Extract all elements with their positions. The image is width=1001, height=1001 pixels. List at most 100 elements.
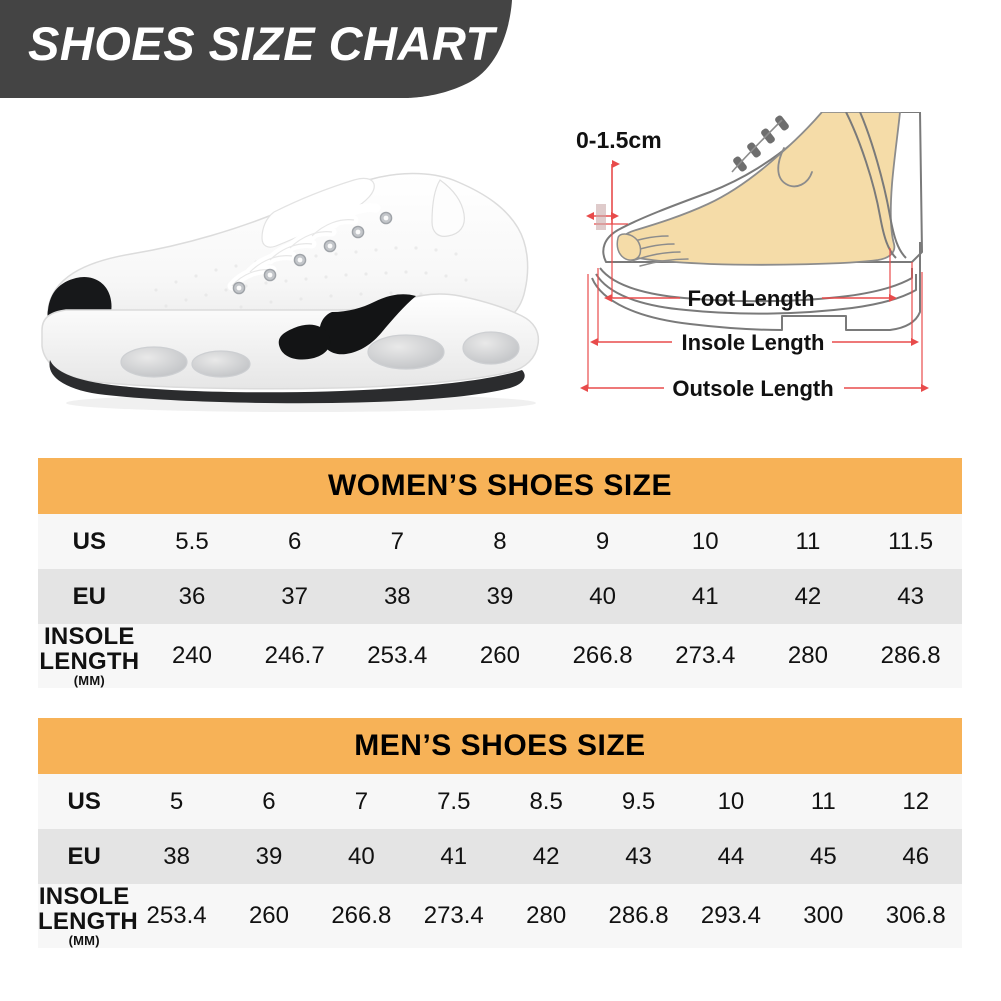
row-header-insole-text: INSOLE LENGTH bbox=[38, 883, 138, 936]
outsole bbox=[49, 360, 525, 404]
cell-eu-3: 41 bbox=[407, 829, 500, 884]
toe-gap-label: 0-1.5cm bbox=[576, 127, 662, 153]
row-header-insole-text: INSOLE LENGTH bbox=[39, 623, 140, 676]
cell-us-5: 9.5 bbox=[592, 774, 685, 829]
header-banner-shape bbox=[0, 0, 512, 99]
womens-size-table: WOMEN’S SHOES SIZE US 5.5 6 7 8 9 10 11 … bbox=[38, 458, 962, 689]
lace-eyelets bbox=[232, 211, 393, 295]
mens-table-title: MEN’S SHOES SIZE bbox=[38, 718, 962, 774]
foot-measurement-svg: 0-1.5cm Foot Length Insole Length Outsol… bbox=[576, 111, 929, 401]
foot-length-label: Foot Length bbox=[687, 286, 814, 311]
cell-insole-7: 286.8 bbox=[859, 624, 962, 689]
mens-size-table: MEN’S SHOES SIZE US 5 6 7 7.5 8.5 9.5 10… bbox=[38, 718, 962, 949]
outsole-length-label: Outsole Length bbox=[672, 376, 833, 401]
outsole-outline bbox=[591, 277, 921, 331]
row-header-us: US bbox=[38, 774, 131, 829]
cell-us-1: 6 bbox=[222, 774, 316, 829]
cell-insole-0: 253.4 bbox=[130, 884, 223, 949]
row-header-eu: EU bbox=[38, 829, 131, 884]
cell-eu-7: 43 bbox=[859, 569, 962, 624]
measurement-diagram: 0-1.5cm Foot Length Insole Length Outsol… bbox=[560, 111, 1001, 422]
cell-insole-8: 306.8 bbox=[869, 884, 962, 949]
cell-eu-0: 38 bbox=[130, 829, 223, 884]
cell-insole-0: 240 bbox=[140, 624, 244, 689]
cell-eu-6: 42 bbox=[756, 569, 860, 624]
cell-us-7: 11.5 bbox=[859, 514, 962, 569]
cell-us-6: 10 bbox=[684, 774, 778, 829]
insole-length-label: Insole Length bbox=[682, 330, 825, 355]
shoe-photo bbox=[36, 150, 556, 440]
cell-us-5: 10 bbox=[653, 514, 757, 569]
shoe-collar-line-2 bbox=[859, 111, 907, 259]
air-bubble-1 bbox=[120, 346, 188, 378]
table-row: EU 38 39 40 41 42 43 44 45 46 bbox=[38, 829, 962, 884]
cell-us-4: 8.5 bbox=[499, 774, 593, 829]
cell-us-0: 5 bbox=[130, 774, 223, 829]
table-row: US 5.5 6 7 8 9 10 11 11.5 bbox=[38, 514, 962, 569]
cell-insole-2: 253.4 bbox=[345, 624, 449, 689]
cell-us-6: 11 bbox=[756, 514, 860, 569]
womens-table-title: WOMEN’S SHOES SIZE bbox=[38, 458, 962, 514]
heel-collar bbox=[431, 179, 465, 237]
mens-table-title-row: MEN’S SHOES SIZE bbox=[38, 718, 962, 774]
shoe-laces-shading bbox=[231, 219, 355, 287]
row-header-insole: INSOLE LENGTH (MM) bbox=[38, 884, 138, 949]
table-row: US 5 6 7 7.5 8.5 9.5 10 11 12 bbox=[38, 774, 962, 829]
cell-eu-4: 42 bbox=[499, 829, 593, 884]
shoe-collar-line bbox=[845, 111, 897, 259]
row-header-insole-unit: (MM) bbox=[73, 673, 105, 689]
cell-eu-5: 43 bbox=[592, 829, 685, 884]
cell-eu-2: 40 bbox=[315, 829, 408, 884]
cell-us-7: 11 bbox=[777, 774, 870, 829]
womens-table-title-row: WOMEN’S SHOES SIZE bbox=[38, 458, 962, 514]
row-header-us: US bbox=[38, 514, 141, 569]
cell-eu-1: 39 bbox=[222, 829, 316, 884]
cell-insole-6: 293.4 bbox=[684, 884, 778, 949]
cell-eu-6: 44 bbox=[684, 829, 778, 884]
cell-eu-7: 45 bbox=[777, 829, 870, 884]
cell-insole-7: 300 bbox=[777, 884, 870, 949]
page-title: SHOES SIZE CHART bbox=[28, 17, 495, 70]
header-banner: SHOES SIZE CHART bbox=[0, 0, 1001, 112]
midsole-accent bbox=[319, 294, 416, 355]
air-bubble-3 bbox=[367, 334, 445, 370]
cell-us-3: 7.5 bbox=[407, 774, 500, 829]
cell-eu-1: 37 bbox=[243, 569, 346, 624]
table-row: INSOLE LENGTH (MM) 240 246.7 253.4 260 2… bbox=[38, 623, 962, 689]
cell-insole-5: 273.4 bbox=[653, 624, 757, 689]
big-toe bbox=[616, 233, 642, 261]
row-header-insole: INSOLE LENGTH (MM) bbox=[38, 623, 141, 689]
cell-insole-4: 266.8 bbox=[551, 624, 654, 689]
cell-us-3: 8 bbox=[448, 514, 552, 569]
table-row: EU 36 37 38 39 40 41 42 43 bbox=[38, 569, 962, 624]
foot-shape bbox=[617, 111, 901, 266]
cell-eu-8: 46 bbox=[869, 829, 962, 884]
cell-eu-3: 39 bbox=[448, 569, 552, 624]
cell-eu-0: 36 bbox=[140, 569, 244, 624]
lace-guide-line bbox=[731, 119, 783, 173]
cell-insole-6: 280 bbox=[756, 624, 860, 689]
cell-insole-5: 286.8 bbox=[592, 884, 685, 949]
midsole-accent-2 bbox=[278, 324, 331, 360]
row-header-insole-unit: (MM) bbox=[68, 933, 100, 949]
toe-gap-fill bbox=[596, 204, 606, 230]
row-header-eu: EU bbox=[38, 569, 141, 624]
cell-insole-1: 260 bbox=[222, 884, 316, 949]
insole-outline bbox=[599, 267, 913, 303]
cell-insole-4: 280 bbox=[499, 884, 593, 949]
ankle-crease bbox=[777, 147, 813, 188]
table-row: INSOLE LENGTH (MM) 253.4 260 266.8 273.4… bbox=[38, 884, 962, 949]
air-bubble-4 bbox=[462, 331, 520, 365]
cell-insole-3: 273.4 bbox=[407, 884, 500, 949]
sneaker-illustration bbox=[41, 172, 540, 412]
cell-insole-1: 246.7 bbox=[243, 624, 346, 689]
cell-us-2: 7 bbox=[345, 514, 449, 569]
cell-us-0: 5.5 bbox=[140, 514, 244, 569]
cell-us-4: 9 bbox=[551, 514, 654, 569]
cell-us-8: 12 bbox=[869, 774, 962, 829]
cell-insole-2: 266.8 bbox=[315, 884, 408, 949]
cell-us-2: 7 bbox=[315, 774, 408, 829]
cell-eu-4: 40 bbox=[551, 569, 654, 624]
cell-eu-2: 38 bbox=[345, 569, 449, 624]
cell-insole-3: 260 bbox=[448, 624, 552, 689]
